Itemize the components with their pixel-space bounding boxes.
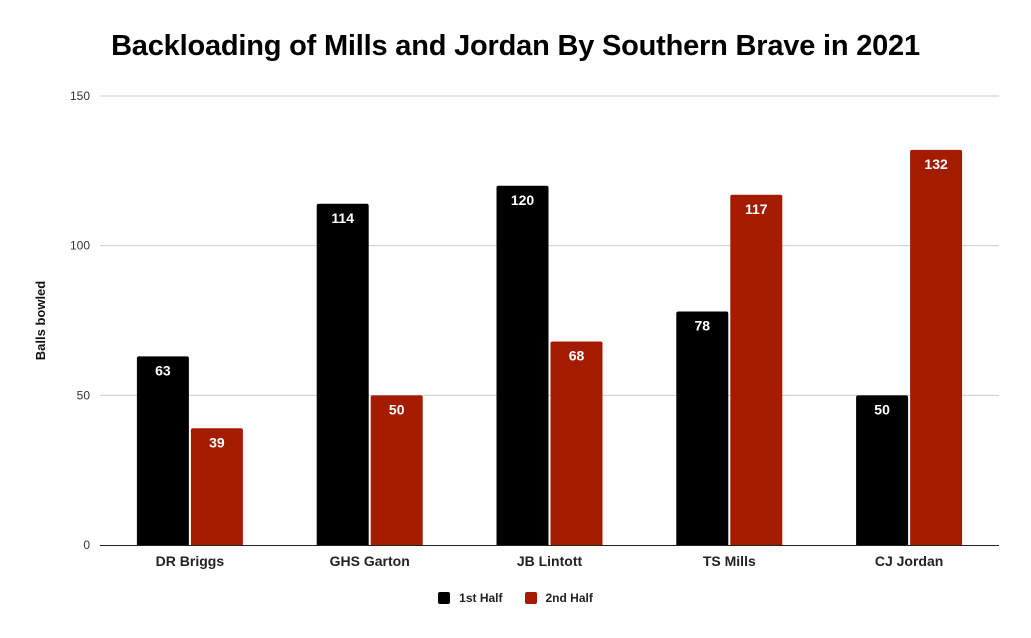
bar-1st-half xyxy=(496,185,549,546)
x-tick-label: DR Briggs xyxy=(156,553,225,569)
x-tick-label: CJ Jordan xyxy=(875,553,943,569)
x-tick-label: JB Lintott xyxy=(517,553,583,569)
bars xyxy=(136,149,963,546)
data-label: 78 xyxy=(695,318,711,334)
x-tick-label: GHS Garton xyxy=(330,553,410,569)
data-label: 39 xyxy=(209,434,225,450)
bar-1st-half xyxy=(856,395,909,545)
y-axis-ticks: 0 50 100 150 xyxy=(70,89,90,552)
y-tick-label: 0 xyxy=(83,538,90,552)
legend-label: 1st Half xyxy=(459,591,503,605)
bar-1st-half xyxy=(676,311,729,545)
bar-2nd-half xyxy=(550,341,603,545)
data-label: 68 xyxy=(569,347,585,363)
chart-title: Backloading of Mills and Jordan By South… xyxy=(111,30,920,62)
legend-swatch xyxy=(438,592,451,604)
legend-item: 2nd Half xyxy=(524,591,593,605)
bar-2nd-half xyxy=(190,428,243,545)
bar-1st-half xyxy=(136,356,189,545)
y-tick-label: 150 xyxy=(70,89,90,103)
data-label: 50 xyxy=(874,401,890,417)
data-labels: 63 39 114 50 120 68 78 117 50 132 xyxy=(155,156,948,450)
bar-1st-half xyxy=(316,203,369,545)
data-label: 132 xyxy=(924,156,948,172)
bar-2nd-half xyxy=(910,149,963,545)
legend-label: 2nd Half xyxy=(545,591,593,605)
data-label: 120 xyxy=(511,192,535,208)
data-label: 63 xyxy=(155,362,171,378)
y-axis-title: Balls bowled xyxy=(33,281,48,361)
legend-item: 1st Half xyxy=(438,591,503,605)
y-tick-label: 100 xyxy=(70,239,90,253)
gridlines xyxy=(100,95,999,396)
x-tick-label: TS Mills xyxy=(703,553,756,569)
x-axis-labels: DR Briggs GHS Garton JB Lintott TS Mills CJ … xyxy=(156,553,944,569)
y-tick-label: 50 xyxy=(77,388,91,402)
legend: 1st Half 2nd Half xyxy=(0,591,1031,605)
data-label: 117 xyxy=(745,201,768,217)
data-label: 114 xyxy=(331,210,354,226)
bar-2nd-half xyxy=(370,395,423,545)
bar-2nd-half xyxy=(730,194,783,545)
data-label: 50 xyxy=(389,401,405,417)
legend-swatch xyxy=(524,592,537,604)
